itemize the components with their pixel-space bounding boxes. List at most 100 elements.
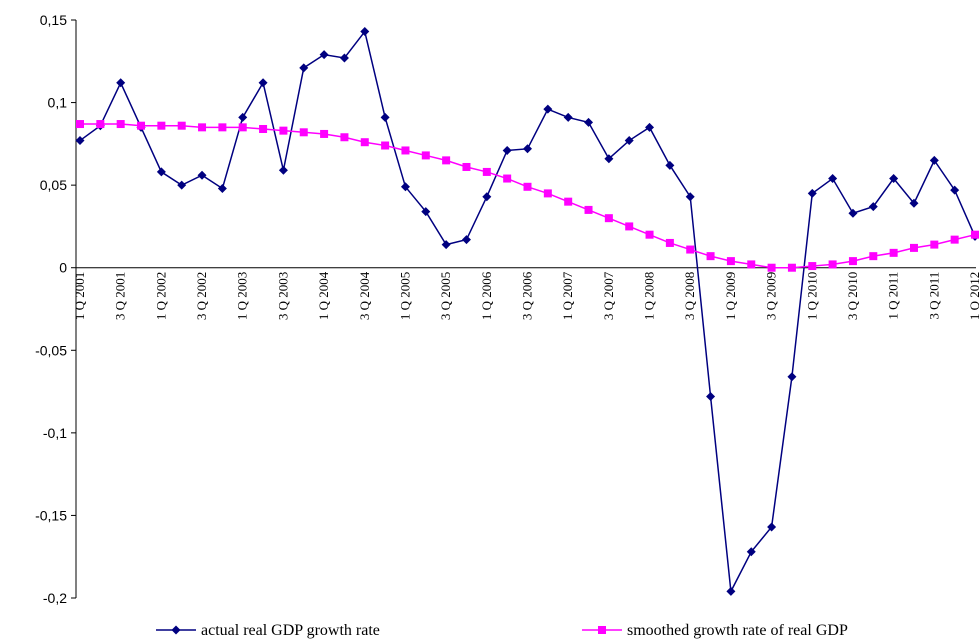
point (197, 170, 207, 180)
point (339, 53, 349, 63)
x-tick-label: 3 Q 2001 (113, 272, 128, 320)
point (238, 123, 247, 132)
y-tick-label: -0,05 (35, 342, 67, 358)
point (767, 522, 777, 532)
point (116, 78, 126, 88)
point (462, 162, 471, 171)
point (482, 192, 492, 202)
point (157, 121, 166, 130)
point (116, 120, 125, 129)
point (421, 207, 431, 217)
point (258, 78, 268, 88)
point (217, 183, 227, 193)
point (320, 129, 329, 138)
x-tick-label: 1 Q 2007 (560, 271, 575, 320)
point (523, 182, 532, 191)
x-tick-label: 3 Q 2011 (926, 272, 941, 320)
point (747, 260, 756, 269)
point (340, 133, 349, 142)
point (645, 230, 654, 239)
point (971, 230, 979, 239)
point (238, 112, 248, 122)
point (909, 243, 918, 252)
point (665, 160, 675, 170)
point (828, 174, 838, 184)
point (299, 63, 309, 73)
point (889, 248, 898, 257)
point (299, 128, 308, 137)
point (137, 121, 146, 130)
x-tick-label: 3 Q 2009 (764, 272, 779, 320)
y-tick-label: 0,15 (40, 12, 67, 28)
point (75, 136, 85, 146)
y-tick-label: 0,05 (40, 177, 67, 193)
x-tick-label: 1 Q 2002 (153, 272, 168, 320)
point (523, 144, 532, 154)
point (665, 238, 674, 247)
point (929, 155, 939, 165)
x-tick-label: 3 Q 2008 (682, 272, 697, 320)
point (950, 185, 960, 195)
point (828, 260, 837, 269)
point (177, 121, 186, 130)
legend-marker (598, 626, 606, 634)
point (360, 27, 370, 37)
x-tick-label: 1 Q 2008 (642, 272, 657, 320)
point (76, 120, 84, 129)
point (604, 154, 614, 164)
x-tick-label: 3 Q 2003 (275, 272, 290, 320)
x-tick-label: 1 Q 2011 (886, 272, 901, 320)
point (624, 136, 634, 146)
point (807, 188, 817, 198)
point (584, 117, 594, 127)
point (950, 235, 959, 244)
point (198, 123, 207, 132)
point (381, 141, 390, 150)
x-tick-label: 3 Q 2007 (601, 271, 616, 320)
point (461, 235, 471, 245)
point (380, 112, 390, 122)
point (96, 120, 105, 129)
y-tick-label: -0,15 (35, 507, 67, 523)
point (787, 263, 796, 272)
x-tick-label: 1 Q 2001 (72, 272, 87, 320)
point (685, 192, 695, 202)
x-tick-label: 3 Q 2006 (520, 271, 535, 320)
point (482, 167, 491, 176)
point (848, 257, 857, 266)
point (604, 214, 613, 223)
point (746, 547, 756, 557)
x-tick-label: 1 Q 2012 (967, 272, 979, 320)
point (400, 182, 410, 192)
point (584, 205, 593, 214)
point (869, 252, 878, 261)
x-tick-label: 1 Q 2006 (479, 271, 494, 320)
y-tick-label: -0,2 (43, 590, 67, 606)
point (421, 151, 430, 160)
point (563, 112, 573, 122)
point (441, 240, 451, 250)
point (156, 167, 166, 177)
point (625, 222, 634, 231)
point (279, 126, 288, 135)
point (543, 189, 552, 198)
point (177, 180, 187, 190)
point (645, 122, 655, 132)
x-tick-label: 1 Q 2004 (316, 271, 331, 320)
point (360, 138, 369, 147)
x-tick-label: 3 Q 2005 (438, 272, 453, 320)
point (502, 145, 512, 155)
point (909, 198, 919, 208)
y-tick-label: -0,1 (43, 425, 67, 441)
x-tick-label: 3 Q 2004 (357, 271, 372, 320)
x-tick-label: 1 Q 2010 (804, 272, 819, 320)
y-tick-label: 0,1 (48, 95, 68, 111)
x-tick-label: 1 Q 2009 (723, 272, 738, 320)
point (889, 174, 899, 184)
point (706, 252, 715, 261)
point (726, 586, 736, 596)
point (503, 174, 512, 183)
point (259, 124, 268, 133)
